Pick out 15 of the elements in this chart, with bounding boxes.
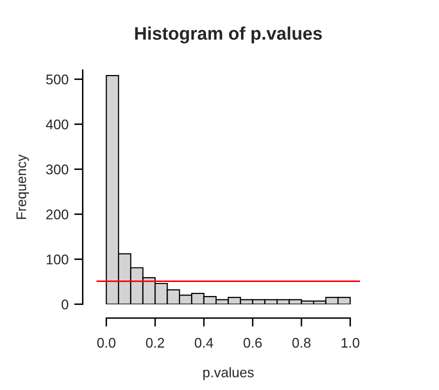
x-axis-title: p.values xyxy=(203,367,254,380)
y-tick-label: 200 xyxy=(46,210,68,220)
y-tick-label: 300 xyxy=(46,164,68,174)
x-tick-label: 0.6 xyxy=(244,338,262,348)
x-tick-label: 0.2 xyxy=(146,338,164,348)
chart-title: Histogram of p.values xyxy=(135,26,322,44)
x-tick-label: 0.0 xyxy=(97,338,116,348)
x-tick-label: 0.8 xyxy=(292,338,310,348)
y-tick-label: 500 xyxy=(46,74,68,84)
y-tick-label: 100 xyxy=(46,254,68,264)
y-tick-label: 400 xyxy=(46,120,68,130)
y-tick-label: 0 xyxy=(62,300,68,310)
x-tick-label: 1.0 xyxy=(342,338,360,348)
x-tick-label: 0.4 xyxy=(194,338,214,348)
y-axis-title: Frequency xyxy=(16,154,29,219)
